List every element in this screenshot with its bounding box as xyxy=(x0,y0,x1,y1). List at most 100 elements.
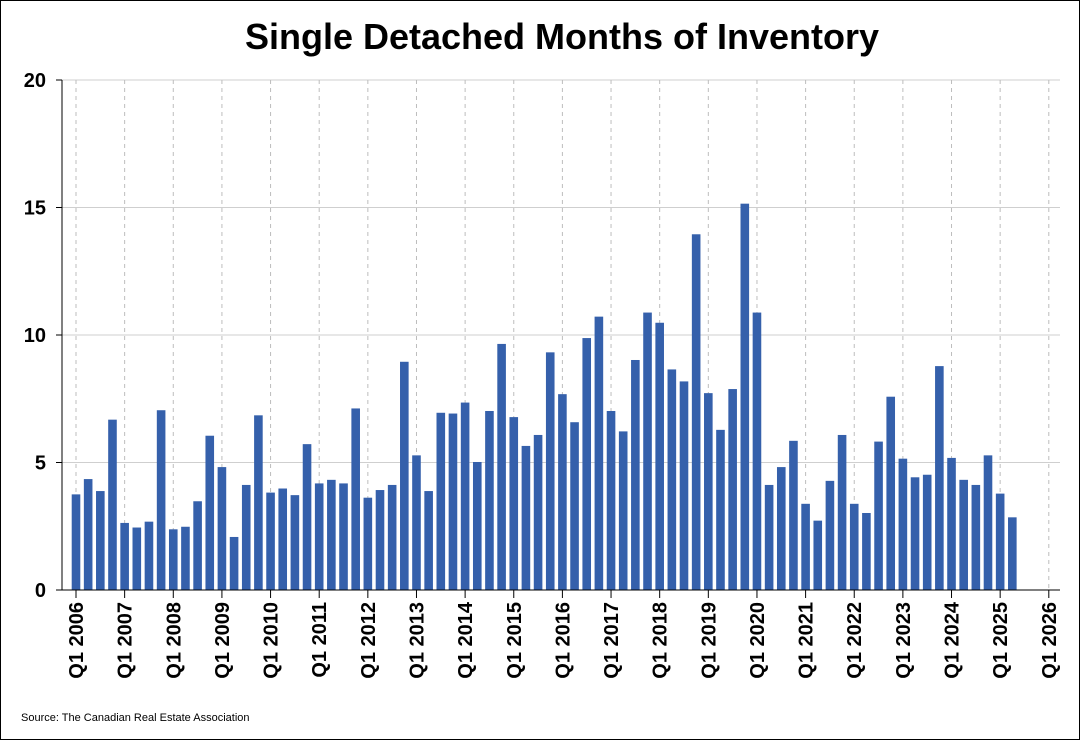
bar-q4-2009 xyxy=(254,415,263,590)
bar-q3-2024 xyxy=(971,484,981,590)
bar-q1-2014 xyxy=(460,402,470,590)
bar-q1-2022 xyxy=(849,503,859,590)
x-tick-label: Q1 2009 xyxy=(212,602,234,679)
bar-q4-2012 xyxy=(400,361,409,590)
bar-q3-2006 xyxy=(96,491,105,590)
bar-q1-2019 xyxy=(704,393,713,590)
bar-q2-2014 xyxy=(472,461,482,590)
x-tick-label: Q1 2007 xyxy=(115,602,137,679)
bar-q1-2006 xyxy=(71,494,81,590)
bar-q2-2019 xyxy=(716,429,725,590)
bar-q4-2007 xyxy=(156,410,166,590)
bar-q4-2006 xyxy=(108,419,117,590)
bar-q1-2020 xyxy=(752,312,762,590)
x-tick-label: Q1 2011 xyxy=(309,602,331,678)
bar-q3-2018 xyxy=(679,381,689,590)
bar-q2-2024 xyxy=(959,479,968,590)
bar-q3-2016 xyxy=(582,338,592,590)
bar-q2-2025 xyxy=(1008,517,1017,590)
bar-q4-2014 xyxy=(497,343,506,590)
x-tick-label: Q1 2006 xyxy=(66,602,88,679)
bar-q3-2009 xyxy=(241,484,251,590)
y-tick-label: 10 xyxy=(24,325,46,347)
bar-q1-2011 xyxy=(314,483,324,590)
bar-q3-2008 xyxy=(193,501,202,590)
bar-q4-2018 xyxy=(691,234,701,590)
bar-q2-2011 xyxy=(327,479,336,590)
bar-q3-2017 xyxy=(631,359,640,590)
bar-q1-2009 xyxy=(217,467,227,590)
bar-q3-2007 xyxy=(144,521,154,590)
bar-q3-2010 xyxy=(290,495,300,590)
bar-q1-2016 xyxy=(558,394,567,590)
bar-q4-2017 xyxy=(643,312,652,590)
bar-q2-2021 xyxy=(813,520,823,590)
x-tick-label: Q1 2008 xyxy=(163,602,185,679)
bar-q1-2018 xyxy=(655,322,664,590)
bar-q2-2007 xyxy=(132,527,142,590)
bar-q4-2023 xyxy=(935,366,944,590)
bar-q4-2010 xyxy=(302,444,312,590)
bar-q3-2011 xyxy=(339,483,348,590)
bar-q1-2010 xyxy=(266,492,275,590)
x-tick-label: Q1 2019 xyxy=(698,602,720,679)
bar-q3-2015 xyxy=(533,434,543,590)
bar-q1-2025 xyxy=(995,493,1005,590)
x-tick-label: Q1 2017 xyxy=(601,602,623,679)
bar-q4-2021 xyxy=(837,434,847,590)
bar-q4-2011 xyxy=(351,408,360,590)
x-tick-label: Q1 2014 xyxy=(455,601,477,679)
x-tick-label: Q1 2016 xyxy=(552,602,574,679)
bar-q1-2012 xyxy=(363,497,373,590)
x-tick-label: Q1 2026 xyxy=(1039,602,1061,679)
bar-q1-2015 xyxy=(509,417,519,590)
bar-q2-2020 xyxy=(764,484,774,590)
bar-q2-2017 xyxy=(618,431,628,590)
bar-q3-2020 xyxy=(776,467,786,590)
bar-q4-2016 xyxy=(594,316,604,590)
bar-q1-2008 xyxy=(168,529,178,590)
x-tick-label: Q1 2022 xyxy=(844,602,866,679)
bar-q1-2021 xyxy=(801,503,810,590)
bar-q1-2013 xyxy=(412,455,421,590)
x-tick-label: Q1 2012 xyxy=(358,602,380,679)
x-tick-label: Q1 2023 xyxy=(893,602,915,679)
bar-q3-2019 xyxy=(728,389,737,590)
bar-q2-2015 xyxy=(521,445,531,590)
bar-q3-2022 xyxy=(874,441,883,590)
x-tick-label: Q1 2024 xyxy=(942,601,964,679)
chart-title: Single Detached Months of Inventory xyxy=(244,16,880,57)
bar-q3-2023 xyxy=(922,474,932,590)
bar-q2-2023 xyxy=(910,477,920,590)
bar-q2-2016 xyxy=(570,422,579,590)
bar-q3-2013 xyxy=(436,412,446,590)
bar-q4-2019 xyxy=(740,203,750,591)
bar-q4-2015 xyxy=(545,352,555,590)
bar-q2-2009 xyxy=(229,536,239,590)
source-note: Source: The Canadian Real Estate Associa… xyxy=(21,712,250,724)
bar-q4-2024 xyxy=(983,455,993,590)
y-tick-label: 15 xyxy=(24,198,46,220)
bar-q3-2014 xyxy=(485,410,494,590)
bar-q4-2022 xyxy=(886,396,896,590)
x-tick-label: Q1 2025 xyxy=(990,602,1012,679)
bar-q3-2012 xyxy=(387,484,397,590)
bar-q2-2022 xyxy=(862,512,871,590)
bar-q2-2012 xyxy=(375,490,385,590)
bar-q2-2013 xyxy=(424,491,433,590)
bar-q3-2021 xyxy=(825,480,835,590)
bar-q2-2008 xyxy=(181,526,190,590)
bar-q4-2008 xyxy=(205,435,215,590)
y-tick-label: 20 xyxy=(24,70,46,92)
x-tick-label: Q1 2013 xyxy=(406,602,428,679)
bar-q2-2018 xyxy=(667,369,677,590)
bar-q2-2010 xyxy=(278,488,288,590)
y-tick-label: 5 xyxy=(35,453,46,475)
x-tick-label: Q1 2010 xyxy=(261,602,283,679)
bar-q1-2017 xyxy=(606,410,616,590)
bar-q1-2024 xyxy=(947,457,956,590)
bar-q4-2020 xyxy=(789,440,798,590)
bar-q2-2006 xyxy=(83,479,93,590)
